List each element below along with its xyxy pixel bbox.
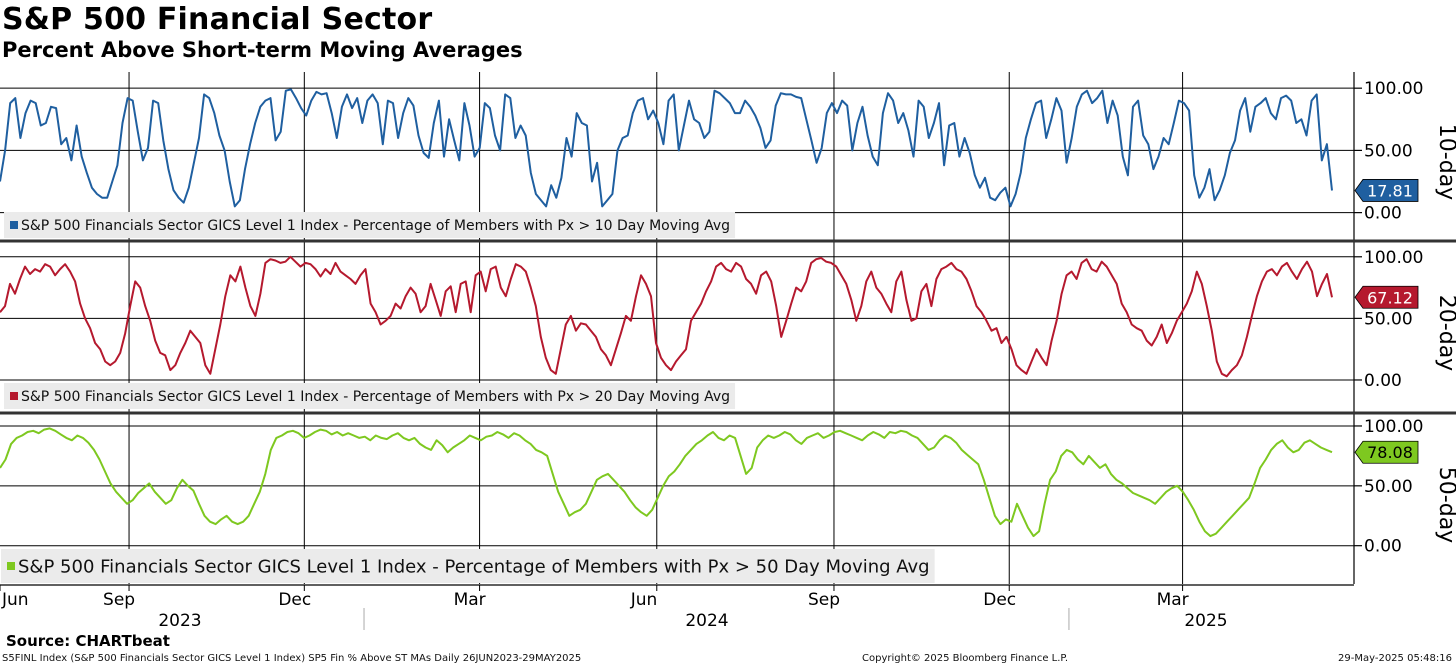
legend-background bbox=[4, 212, 736, 238]
panel-label-50-day: 50-day bbox=[1434, 467, 1456, 543]
x-tick-label-year: 2024 bbox=[685, 611, 728, 631]
last-value-tag bbox=[1354, 179, 1419, 202]
legend-swatch bbox=[7, 562, 15, 570]
footer-index-description: S5FINL Index (S&P 500 Financials Sector … bbox=[2, 653, 582, 664]
y-tick-label: 100.00 bbox=[1364, 248, 1423, 268]
x-tick-label-month: Jun bbox=[1, 590, 29, 610]
legend-background bbox=[4, 383, 736, 409]
y-tick-label: 0.00 bbox=[1364, 537, 1402, 557]
last-value-tag bbox=[1354, 440, 1419, 464]
y-tick-label: 50.00 bbox=[1364, 309, 1413, 329]
source-label: Source: CHARTbeat bbox=[6, 632, 170, 650]
footer-timestamp: 29-May-2025 05:48:16 bbox=[1338, 653, 1452, 664]
series-line-50-day bbox=[0, 427, 1333, 538]
x-tick-label-month: Jun bbox=[630, 590, 658, 610]
last-value-label: 17.81 bbox=[1367, 181, 1413, 200]
series-line-20-day bbox=[0, 255, 1333, 378]
series-line-10-day bbox=[0, 88, 1333, 208]
x-tick-label-month: Mar bbox=[1157, 590, 1189, 610]
legend: S&P 500 Financials Sector GICS Level 1 I… bbox=[4, 212, 736, 238]
last-value-label: 78.08 bbox=[1367, 443, 1413, 462]
x-tick-label-year: 2023 bbox=[158, 611, 201, 631]
legend-label: S&P 500 Financials Sector GICS Level 1 I… bbox=[21, 218, 730, 234]
legend-background bbox=[1, 549, 935, 583]
last-value-label: 67.12 bbox=[1367, 288, 1413, 307]
x-tick-label-month: Mar bbox=[454, 590, 486, 610]
x-tick-label-year: 2025 bbox=[1184, 611, 1227, 631]
y-tick-label: 100.00 bbox=[1364, 417, 1423, 437]
last-value-tag bbox=[1354, 285, 1419, 309]
legend-swatch bbox=[10, 221, 18, 229]
footer-copyright: Copyright© 2025 Bloomberg Finance L.P. bbox=[862, 653, 1069, 664]
chart-subtitle: Percent Above Short-term Moving Averages bbox=[2, 38, 523, 62]
x-tick-label-month: Sep bbox=[808, 590, 840, 610]
y-tick-label: 50.00 bbox=[1364, 141, 1413, 161]
x-tick-label-month: Sep bbox=[103, 590, 135, 610]
chart-title: S&P 500 Financial Sector bbox=[2, 2, 433, 37]
legend-swatch bbox=[10, 392, 18, 400]
panel-10-day: 100.00 50.00 0.00 S&P 500 Financials Sector… bbox=[0, 72, 1456, 240]
y-tick-label: 0.00 bbox=[1364, 204, 1402, 224]
panel-label-10-day: 10-day bbox=[1434, 124, 1456, 200]
legend: S&P 500 Financials Sector GICS Level 1 I… bbox=[1, 549, 935, 583]
legend-label: S&P 500 Financials Sector GICS Level 1 I… bbox=[21, 389, 730, 405]
panel-label-20-day: 20-day bbox=[1434, 295, 1456, 371]
x-tick-label-month: Dec bbox=[278, 590, 311, 610]
x-tick-label-month: Dec bbox=[983, 590, 1016, 610]
y-tick-label: 50.00 bbox=[1364, 477, 1413, 497]
legend-label: S&P 500 Financials Sector GICS Level 1 I… bbox=[18, 556, 930, 577]
y-tick-label: 100.00 bbox=[1364, 79, 1423, 99]
panel-20-day: 100.00 50.00 0.00 S&P 500 Financials Sector… bbox=[0, 242, 1456, 412]
legend: S&P 500 Financials Sector GICS Level 1 I… bbox=[4, 383, 736, 409]
y-tick-label: 0.00 bbox=[1364, 371, 1402, 391]
panel-50-day: 100.00 50.00 0.00 S&P 500 Financials Sector… bbox=[0, 414, 1456, 584]
